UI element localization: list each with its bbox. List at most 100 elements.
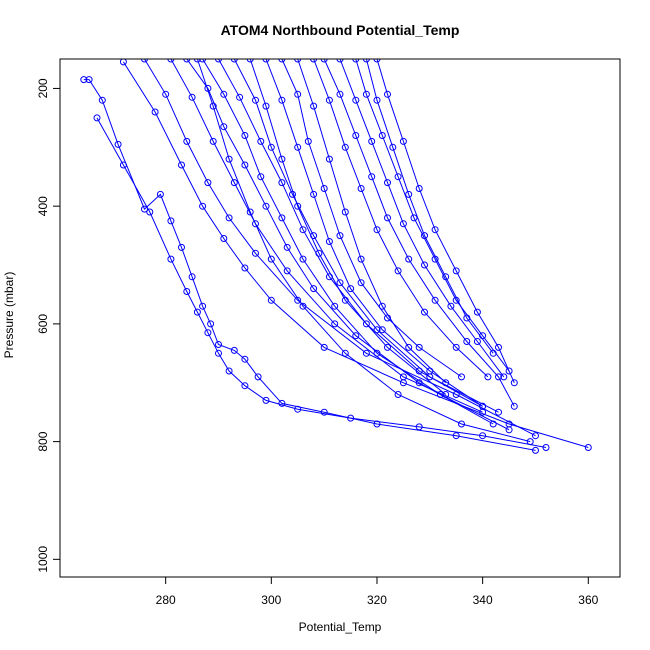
data-point: [384, 343, 391, 351]
chart-title: ATOM4 Northbound Potential_Temp: [221, 22, 460, 38]
series-line: [313, 59, 489, 378]
data-point: [463, 314, 471, 322]
series-line: [297, 59, 447, 384]
data-point: [357, 185, 365, 192]
data-point: [220, 90, 228, 98]
data-point: [119, 161, 127, 169]
data-point: [183, 59, 191, 63]
x-axis-label: Potential_Temp: [299, 620, 382, 634]
data-point: [399, 220, 407, 228]
data-point: [246, 59, 254, 63]
series-line: [281, 59, 462, 378]
data-point: [399, 137, 407, 145]
data-point: [267, 296, 275, 304]
data-point: [384, 179, 391, 187]
data-point: [415, 185, 423, 192]
data-point: [452, 267, 460, 275]
series-line: [339, 59, 505, 378]
data-point: [230, 346, 238, 354]
data-point: [188, 93, 196, 101]
data-point: [151, 108, 159, 116]
plot-frame: [59, 58, 621, 578]
data-point: [257, 173, 265, 181]
series-8: [215, 59, 487, 410]
x-tick-label: 340: [473, 593, 493, 607]
data-point: [257, 137, 265, 145]
data-point: [220, 123, 228, 131]
data-point: [294, 296, 302, 304]
data-point: [421, 261, 428, 269]
series-9: [230, 59, 502, 416]
data-point: [442, 379, 450, 387]
data-point: [156, 190, 164, 198]
data-point: [336, 279, 344, 287]
data-point: [167, 217, 175, 225]
series-line: [365, 59, 494, 354]
data-point: [421, 232, 428, 240]
data-point: [347, 414, 355, 422]
data-point: [310, 59, 318, 63]
data-point: [236, 93, 244, 101]
data-point: [215, 59, 222, 63]
data-point: [278, 179, 286, 187]
data-point: [336, 59, 344, 63]
data-point: [500, 373, 508, 381]
data-point: [199, 202, 207, 210]
data-point: [199, 59, 207, 63]
data-point: [394, 267, 402, 275]
data-point: [479, 432, 487, 440]
data-point: [246, 208, 254, 216]
data-point: [220, 235, 228, 242]
data-point: [310, 102, 318, 110]
series-line: [249, 59, 447, 395]
data-point: [505, 426, 513, 434]
series-line: [83, 79, 536, 451]
data-point: [241, 355, 249, 363]
data-point: [399, 373, 407, 381]
data-point: [241, 264, 249, 272]
data-point: [225, 155, 233, 163]
data-point: [405, 255, 413, 263]
data-point: [532, 432, 539, 440]
data-point: [207, 320, 215, 328]
data-point: [93, 114, 101, 122]
data-point: [373, 226, 381, 234]
data-point: [310, 285, 318, 293]
data-point: [80, 76, 88, 84]
series-line: [202, 59, 510, 431]
data-point: [373, 96, 381, 104]
data-point: [294, 405, 302, 413]
data-point: [484, 373, 492, 381]
data-point: [85, 76, 93, 84]
data-point: [378, 302, 386, 310]
series-14: [310, 59, 492, 381]
data-point: [479, 402, 487, 410]
data-point: [299, 302, 307, 310]
data-point: [352, 332, 360, 340]
data-point: [262, 59, 270, 63]
data-point: [405, 343, 413, 351]
data-point: [299, 226, 307, 234]
data-point: [262, 202, 270, 210]
series-13: [294, 59, 450, 387]
data-point: [320, 343, 328, 351]
y-tick-label: 400: [36, 196, 50, 216]
data-point: [252, 96, 259, 104]
data-point: [267, 255, 275, 263]
data-point: [452, 432, 460, 440]
data-point: [183, 288, 191, 295]
x-tick-label: 360: [578, 593, 598, 607]
data-point: [336, 232, 344, 240]
data-point: [458, 373, 465, 381]
data-point: [262, 396, 270, 404]
series-18: [362, 59, 497, 357]
series-19: [373, 59, 518, 387]
data-point: [304, 137, 312, 145]
y-tick-label: 800: [36, 431, 50, 451]
data-point: [473, 338, 481, 345]
data-point: [352, 96, 360, 104]
data-point: [146, 208, 154, 216]
data-point: [241, 161, 249, 169]
data-point: [526, 438, 534, 446]
data-point: [373, 326, 381, 334]
